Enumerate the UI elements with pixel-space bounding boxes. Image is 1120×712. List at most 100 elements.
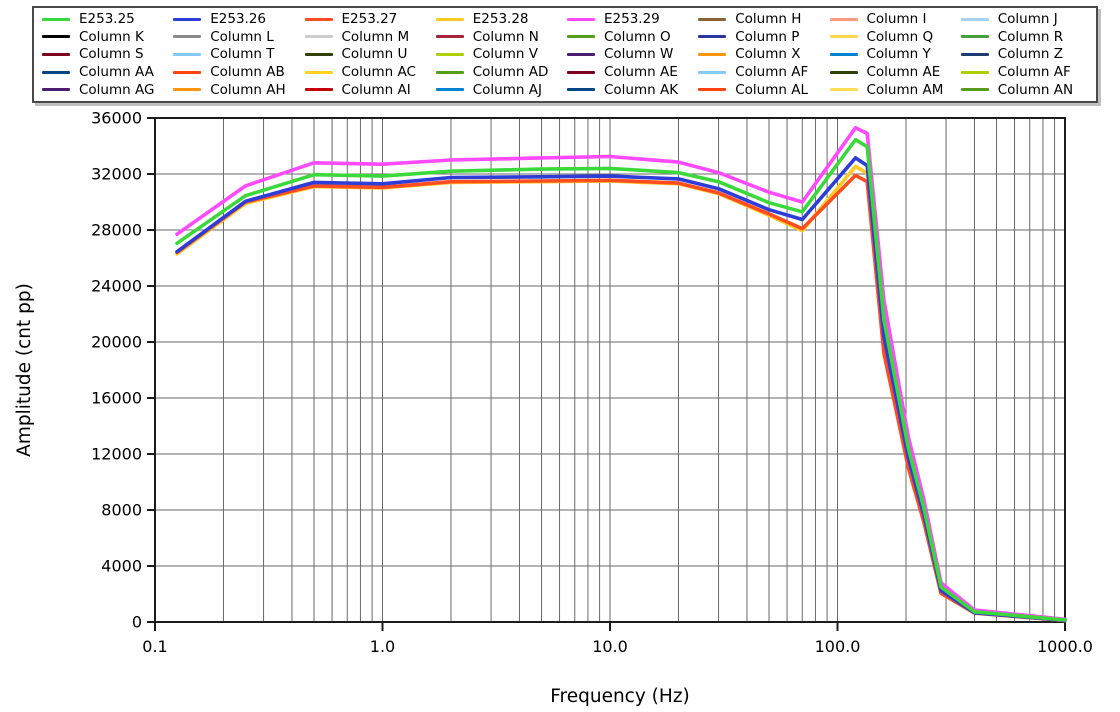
legend-item: Column M xyxy=(304,28,436,45)
legend-item: Column AG xyxy=(42,81,173,98)
legend-item: Column AF xyxy=(698,64,829,81)
legend-item: Column AC xyxy=(304,64,436,81)
legend-swatch xyxy=(698,88,727,92)
legend-label: Column S xyxy=(79,46,144,63)
legend-swatch xyxy=(304,17,333,21)
legend-swatch xyxy=(304,70,333,74)
grid-layer xyxy=(154,117,1066,623)
x-tick-label: 1.0 xyxy=(370,637,395,656)
legend-label: Column R xyxy=(997,28,1064,45)
legend-label: Column AC xyxy=(341,64,416,81)
y-tick-label: 0 xyxy=(132,613,142,632)
legend-item: Column L xyxy=(173,28,304,45)
series-layer xyxy=(175,126,1067,623)
legend-label: Column AM xyxy=(866,81,944,98)
legend-item: Column Y xyxy=(829,46,961,63)
x-tick-label: 10.0 xyxy=(592,637,628,656)
legend-label: Column AN xyxy=(997,81,1074,98)
legend-label: Column K xyxy=(79,28,144,45)
legend-swatch xyxy=(698,17,727,21)
legend-swatch xyxy=(829,70,858,74)
legend-item: Column O xyxy=(567,28,698,45)
legend-item: Column AB xyxy=(173,64,304,81)
legend-label: E253.25 xyxy=(79,11,135,28)
plot-border xyxy=(154,117,1066,623)
legend-label: Column O xyxy=(604,28,671,45)
series-E253.27 xyxy=(175,173,1067,623)
legend-swatch xyxy=(42,88,70,92)
x-tick-label: 0.1 xyxy=(142,637,167,656)
legend-item: Column K xyxy=(42,28,173,45)
legend-swatch xyxy=(829,17,858,21)
y-tick-label: 20000 xyxy=(91,333,142,352)
legend-label: Column AF xyxy=(997,64,1071,81)
legend-swatch xyxy=(960,17,989,21)
y-tick-label: 4000 xyxy=(101,557,142,576)
y-tick-label: 32000 xyxy=(91,165,142,184)
legend-item: Column S xyxy=(42,46,173,63)
legend-item: Column AI xyxy=(304,81,436,98)
legend-swatch xyxy=(304,52,333,56)
legend-label: Column Z xyxy=(997,46,1063,63)
chart-legend: E253.25 E253.26 E253.27 E253.28 E253.29 Colum… xyxy=(32,6,1098,103)
legend-swatch xyxy=(567,35,595,39)
legend-label: Column J xyxy=(997,11,1058,28)
legend-label: Column AH xyxy=(210,81,286,98)
legend-item: Column I xyxy=(829,11,961,28)
legend-label: Column AJ xyxy=(472,81,542,98)
legend-swatch xyxy=(173,70,202,74)
legend-label: Column L xyxy=(210,28,274,45)
legend-label: Column AI xyxy=(341,81,411,98)
legend-item: Column AK xyxy=(567,81,698,98)
y-tick-label: 12000 xyxy=(91,445,142,464)
y-tick-label: 16000 xyxy=(91,389,142,408)
legend-swatch xyxy=(435,17,464,21)
tick-layer: 0 4000 8000 12000 16000 20000 24000 28000 32000 3… xyxy=(91,109,1093,657)
legend-item: Column Z xyxy=(960,46,1092,63)
legend-item: Column AM xyxy=(829,81,961,98)
legend-item: Column N xyxy=(435,28,567,45)
y-tick-label: 28000 xyxy=(91,221,142,240)
y-tick-label: 24000 xyxy=(91,277,142,296)
legend-item: Column T xyxy=(173,46,304,63)
legend-item: Column AD xyxy=(435,64,567,81)
legend-label: Column P xyxy=(735,28,800,45)
legend-swatch xyxy=(173,35,202,39)
legend-swatch xyxy=(435,70,464,74)
y-tick-label: 8000 xyxy=(101,501,142,520)
legend-label: Column AA xyxy=(79,64,154,81)
legend-item: Column AF xyxy=(960,64,1092,81)
legend-label: E253.27 xyxy=(341,11,398,28)
legend-item: E253.27 xyxy=(304,11,436,28)
legend-swatch xyxy=(567,17,595,21)
legend-swatch xyxy=(173,17,202,21)
legend-swatch xyxy=(698,35,727,39)
legend-item: Column Q xyxy=(829,28,961,45)
legend-item: Column P xyxy=(698,28,829,45)
legend-label: Column AD xyxy=(472,64,549,81)
legend-label: Column U xyxy=(341,46,408,63)
legend-label: Column AE xyxy=(604,64,678,81)
series-E253.29 xyxy=(175,126,1067,622)
legend-swatch xyxy=(42,70,70,74)
legend-label: Column T xyxy=(210,46,275,63)
legend-item: Column W xyxy=(567,46,698,63)
legend-swatch xyxy=(829,88,858,92)
legend-swatch xyxy=(698,70,727,74)
legend-item: Column U xyxy=(304,46,436,63)
legend-label: E253.28 xyxy=(472,11,529,28)
legend-label: Column H xyxy=(735,11,802,28)
legend-label: Column AG xyxy=(79,81,155,98)
legend-swatch xyxy=(960,52,989,56)
legend-label: Column W xyxy=(604,46,674,63)
legend-label: E253.26 xyxy=(210,11,267,28)
legend-swatch xyxy=(567,88,595,92)
legend-label: Column AE xyxy=(866,64,941,81)
legend-item: E253.25 xyxy=(42,11,173,28)
legend-swatch xyxy=(304,88,333,92)
legend-swatch xyxy=(960,88,989,92)
legend-swatch xyxy=(829,35,858,39)
legend-label: Column AF xyxy=(735,64,809,81)
legend-swatch xyxy=(435,52,464,56)
